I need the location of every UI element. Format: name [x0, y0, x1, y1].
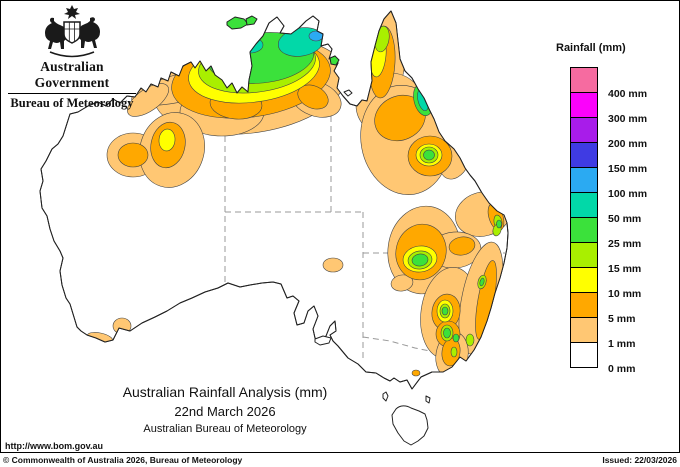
- tiwi-islands-east: [245, 15, 258, 26]
- legend-label: 100 mm: [608, 188, 648, 200]
- legend-label: 300 mm: [608, 113, 648, 125]
- mornington-island: [343, 89, 353, 97]
- legend-color-bar: [570, 67, 598, 368]
- caption-agency: Australian Bureau of Meteorology: [143, 423, 307, 435]
- legend-swatch-50-mm: [570, 192, 598, 218]
- legend-swatch-100-mm: [570, 167, 598, 193]
- legend-label: 25 mm: [608, 238, 642, 250]
- flinders-island: [425, 395, 431, 404]
- legend-swatch-300-mm: [570, 92, 598, 118]
- legend-label: 15 mm: [608, 263, 642, 275]
- legend-label: 5 mm: [608, 313, 636, 325]
- kangaroo-island: [314, 335, 332, 346]
- tiwi-islands: [226, 16, 249, 30]
- legend-swatch-25-mm: [570, 217, 598, 243]
- legend-swatch-5-mm: [570, 292, 598, 318]
- tasmania: [391, 405, 429, 446]
- copyright-text: © Commonwealth of Australia 2026, Bureau…: [3, 455, 243, 465]
- groote-eylandt: [329, 55, 340, 66]
- header: Australian Government Bureau of Meteorol…: [6, 4, 138, 111]
- map-caption: Australian Rainfall Analysis (mm) 22nd M…: [85, 384, 365, 435]
- issued-timestamp: Issued: 22/03/2026: [602, 455, 677, 465]
- legend-label: 400 mm: [608, 88, 648, 100]
- legend-swatch-15-mm: [570, 242, 598, 268]
- legend-swatch-400-mm: [570, 67, 598, 93]
- legend-label: 150 mm: [608, 163, 648, 175]
- legend-swatch-10-mm: [570, 267, 598, 293]
- islands: [226, 15, 431, 446]
- legend-swatch-1-mm: [570, 317, 598, 343]
- legend-label: 200 mm: [608, 138, 648, 150]
- caption-date: 22nd March 2026: [174, 404, 276, 419]
- legend-label: 0 mm: [608, 363, 636, 375]
- legend-label: 10 mm: [608, 288, 642, 300]
- gov-title: Australian Government: [34, 59, 110, 90]
- footer-bar: © Commonwealth of Australia 2026, Bureau…: [0, 454, 680, 467]
- king-island: [382, 391, 389, 402]
- legend-swatch-150-mm: [570, 142, 598, 168]
- bureau-title: Bureau of Meteorology: [10, 96, 134, 110]
- australian-coat-of-arms-icon: [45, 5, 100, 58]
- legend-swatch-0-mm: [570, 342, 598, 368]
- legend-title: Rainfall (mm): [556, 42, 626, 54]
- rainfall-legend: Rainfall (mm) 400 mm 300 mm 200 mm 150 mm 10…: [548, 42, 676, 392]
- legend-label: 50 mm: [608, 213, 642, 225]
- bom-url: http://www.bom.gov.au: [5, 441, 103, 451]
- header-divider: [8, 93, 136, 94]
- legend-swatch-200-mm: [570, 117, 598, 143]
- coastline-overlay: [39, 10, 509, 390]
- legend-label: 1 mm: [608, 338, 636, 350]
- rainfall-map: [39, 10, 509, 446]
- caption-title: Australian Rainfall Analysis (mm): [122, 384, 328, 400]
